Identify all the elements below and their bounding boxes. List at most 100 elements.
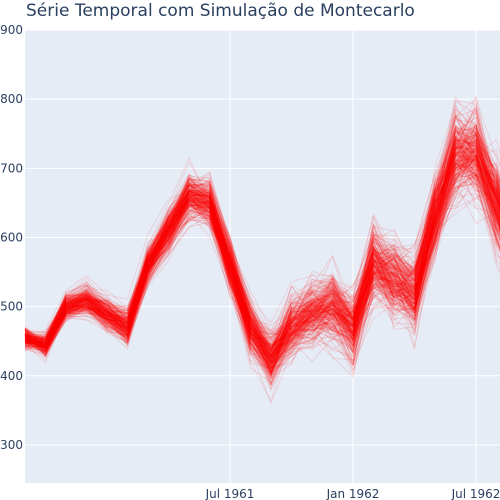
simulation-line bbox=[24, 188, 500, 387]
simulation-line bbox=[24, 107, 500, 350]
simulation-line bbox=[24, 104, 500, 356]
x-axis-ticks: Jul 1961 Jan 1962 Jul 1962 bbox=[205, 487, 500, 500]
simulation-line bbox=[24, 131, 500, 351]
simulation-line bbox=[24, 126, 500, 356]
simulation-line bbox=[24, 110, 500, 340]
simulation-line bbox=[24, 144, 500, 363]
simulation-line bbox=[24, 173, 500, 359]
simulation-line bbox=[25, 97, 500, 348]
simulation-line bbox=[24, 121, 500, 343]
simulation-line bbox=[24, 146, 500, 345]
simulation-line bbox=[24, 138, 500, 355]
simulation-line bbox=[24, 130, 500, 378]
simulation-line bbox=[24, 171, 500, 369]
simulation-line bbox=[24, 154, 500, 352]
simulation-line bbox=[24, 159, 500, 364]
simulation-line bbox=[24, 164, 500, 355]
simulation-line bbox=[24, 108, 500, 358]
simulation-line bbox=[24, 158, 500, 370]
simulation-line bbox=[24, 156, 500, 364]
simulation-line bbox=[24, 143, 500, 352]
series-group bbox=[24, 94, 500, 405]
simulation-line bbox=[24, 147, 500, 352]
simulation-line bbox=[24, 146, 500, 359]
simulation-line bbox=[24, 185, 500, 370]
simulation-line bbox=[24, 157, 500, 386]
simulation-line bbox=[24, 125, 500, 346]
simulation-line bbox=[24, 139, 500, 351]
simulation-line bbox=[24, 148, 500, 360]
simulation-line bbox=[24, 134, 500, 364]
simulation-line bbox=[24, 139, 500, 362]
simulation-line bbox=[24, 139, 500, 350]
simulation-line bbox=[24, 137, 500, 367]
simulation-line bbox=[24, 99, 500, 342]
simulation-line bbox=[24, 128, 500, 370]
simulation-line bbox=[24, 154, 500, 371]
simulation-line bbox=[24, 142, 500, 356]
simulation-line bbox=[24, 147, 500, 370]
simulation-line bbox=[24, 147, 500, 348]
simulation-line bbox=[24, 145, 500, 370]
simulation-line bbox=[24, 183, 500, 375]
simulation-line bbox=[24, 143, 500, 356]
simulation-line bbox=[24, 145, 500, 355]
simulation-line bbox=[24, 153, 500, 363]
simulation-line bbox=[24, 109, 500, 344]
simulation-line bbox=[24, 158, 500, 373]
simulation-line bbox=[24, 181, 500, 353]
simulation-line bbox=[24, 171, 500, 372]
simulation-line bbox=[24, 126, 500, 355]
simulation-line bbox=[24, 139, 500, 353]
simulation-line bbox=[24, 152, 500, 384]
simulation-line bbox=[24, 135, 500, 369]
simulation-line bbox=[24, 130, 500, 385]
simulation-line bbox=[24, 148, 500, 361]
simulation-line bbox=[24, 104, 500, 341]
simulation-line bbox=[24, 144, 500, 362]
simulation-line bbox=[24, 115, 500, 345]
simulation-line bbox=[24, 141, 500, 352]
simulation-line bbox=[24, 139, 500, 358]
simulation-line bbox=[24, 151, 500, 375]
simulation-line bbox=[24, 136, 500, 376]
simulation-line bbox=[24, 145, 500, 350]
simulation-line bbox=[24, 131, 500, 357]
simulation-line bbox=[24, 161, 500, 364]
simulation-line bbox=[24, 162, 500, 362]
simulation-line bbox=[24, 123, 500, 358]
simulation-line bbox=[24, 147, 500, 359]
simulation-line bbox=[24, 152, 500, 377]
simulation-line bbox=[24, 154, 500, 374]
y-tick-label: 400 bbox=[0, 369, 23, 383]
simulation-line bbox=[24, 143, 500, 360]
simulation-line bbox=[24, 161, 500, 366]
simulation-line bbox=[24, 139, 500, 350]
simulation-line bbox=[24, 124, 500, 377]
simulation-line bbox=[24, 134, 500, 349]
simulation-line bbox=[24, 164, 500, 357]
simulation-line bbox=[24, 144, 500, 358]
simulation-line bbox=[24, 151, 500, 374]
simulation-line bbox=[24, 127, 500, 352]
simulation-line bbox=[24, 137, 500, 341]
y-tick-label: 600 bbox=[0, 230, 23, 244]
simulation-line bbox=[24, 146, 500, 365]
simulation-line bbox=[24, 154, 500, 356]
y-tick-label: 800 bbox=[0, 92, 23, 106]
simulation-line bbox=[24, 166, 500, 343]
simulation-line bbox=[24, 130, 500, 356]
simulation-line bbox=[24, 138, 500, 378]
simulation-line bbox=[24, 178, 500, 389]
simulation-line bbox=[24, 181, 500, 369]
simulation-line bbox=[24, 115, 500, 345]
simulation-line bbox=[24, 115, 500, 364]
simulation-line bbox=[24, 136, 500, 356]
simulation-line bbox=[24, 151, 500, 356]
simulation-line bbox=[24, 159, 500, 350]
simulation-line bbox=[24, 134, 500, 365]
simulation-line bbox=[24, 141, 500, 345]
simulation-line bbox=[24, 151, 500, 362]
simulation-line bbox=[24, 172, 500, 379]
